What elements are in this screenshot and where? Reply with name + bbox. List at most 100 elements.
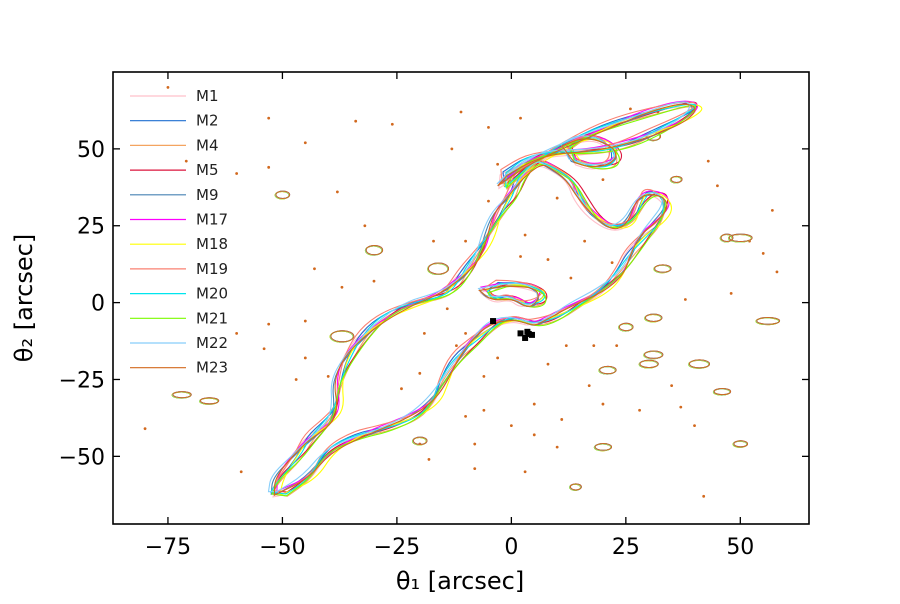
substructure-dot: [464, 331, 467, 335]
substructure-dot: [706, 159, 710, 163]
legend-label: M1: [196, 87, 219, 105]
critical-curve-M5: [506, 101, 698, 186]
substructure-dot: [587, 384, 591, 388]
series-curve-M22: [267, 101, 691, 493]
legend-label: M5: [196, 161, 219, 179]
substructure-dot: [523, 470, 527, 474]
substructure-dot: [267, 165, 271, 169]
image-marker: [517, 330, 524, 337]
series-curve-M19: [270, 101, 697, 492]
substructure-dot: [303, 319, 307, 323]
substructure-dot: [716, 184, 719, 188]
halo-critical-curve: [728, 233, 753, 243]
substructure-dot: [532, 433, 536, 437]
substructure-dot: [473, 442, 477, 446]
substructure-dot: [555, 196, 559, 200]
x-tick-label: 50: [726, 535, 754, 560]
x-tick-label: −75: [145, 535, 191, 560]
substructure-dot: [372, 279, 376, 283]
substructure-dot: [143, 427, 147, 431]
substructure-dot: [303, 356, 307, 360]
legend-label: M9: [196, 186, 219, 204]
legend-item: M18: [130, 235, 228, 253]
substructure-dot: [303, 141, 307, 145]
halo-critical-curve: [654, 264, 672, 273]
x-tick-label: 0: [504, 535, 518, 560]
substructure-dot: [432, 239, 435, 243]
substructure-dot: [638, 408, 641, 412]
legend-item: M17: [130, 211, 228, 229]
halo-critical-curve: [618, 322, 634, 332]
substructure-dot: [184, 159, 188, 163]
image-marker: [490, 318, 497, 325]
substructure-dot: [418, 371, 422, 375]
substructure-dot: [427, 458, 431, 461]
series-curve-M20: [269, 103, 697, 495]
legend-label: M21: [196, 309, 228, 327]
substructure-dot: [532, 402, 536, 406]
substructure-dot: [519, 255, 522, 258]
substructure-dot: [523, 233, 527, 237]
legend-item: M1: [130, 87, 219, 105]
substructure-dot: [450, 147, 454, 151]
substructure-dot: [267, 322, 271, 326]
substructure-dot: [601, 178, 605, 182]
critical-curve-M22: [267, 161, 663, 493]
series-curve-M4: [270, 105, 697, 497]
substructure-dot: [262, 347, 266, 351]
image-marker: [522, 334, 529, 341]
y-tick-label: 0: [91, 292, 105, 317]
halo-critical-curve: [569, 483, 582, 491]
legend-item: M22: [130, 334, 228, 352]
substructure-dot: [390, 122, 394, 126]
halo-critical-curve: [644, 350, 664, 359]
critical-curve-M19: [270, 160, 665, 492]
critical-curve-M20: [505, 103, 697, 188]
halo-critical-curve: [688, 359, 711, 369]
y-tick-label: 50: [77, 138, 105, 163]
halo-critical-curve: [412, 436, 428, 445]
substructure-dot: [235, 172, 239, 175]
substructure-dot: [335, 190, 339, 194]
halo-critical-curve: [639, 359, 659, 369]
halo-critical-curve: [275, 190, 291, 199]
critical-curve-M23: [478, 285, 539, 307]
substructure-dot: [326, 375, 330, 378]
substructure-dot: [519, 116, 522, 120]
image-marker: [528, 331, 535, 338]
substructure-dot: [496, 356, 500, 360]
substructure-dot: [340, 285, 344, 289]
substructure-dot: [670, 384, 674, 388]
critical-curve-M5: [273, 160, 669, 493]
series-curve-M9: [270, 103, 693, 495]
legend-label: M2: [196, 112, 219, 130]
substructure-dot: [693, 424, 696, 428]
critical-curve-M4: [270, 163, 665, 497]
halo-critical-curve: [199, 397, 220, 405]
halo-critical-curve: [670, 175, 683, 183]
legend-label: M18: [196, 235, 228, 253]
y-tick-label: −50: [59, 445, 105, 470]
halo-critical-curve: [599, 365, 617, 375]
substructure-dot: [629, 107, 632, 111]
critical-curve-M23: [497, 103, 696, 187]
image-marker: [525, 330, 532, 337]
halo-critical-curve: [720, 233, 734, 243]
legend-item: M5: [130, 161, 219, 179]
plot-frame: [112, 71, 810, 525]
substructure-dot: [569, 276, 573, 280]
substructure-dot: [464, 239, 467, 243]
substructure-dot: [555, 445, 559, 449]
critical-curve-M23: [273, 164, 668, 497]
substructure-dot: [564, 344, 568, 348]
legend-item: M19: [130, 260, 228, 278]
halo-critical-curve: [644, 313, 663, 322]
x-tick-label: 25: [612, 535, 640, 560]
halo-critical-curve: [733, 440, 749, 448]
legend-label: M19: [196, 260, 228, 278]
critical-curve-M22: [496, 101, 691, 185]
substructure-dot: [683, 298, 687, 301]
critical-curve-M2: [502, 103, 698, 188]
substructure-dot: [422, 331, 426, 335]
